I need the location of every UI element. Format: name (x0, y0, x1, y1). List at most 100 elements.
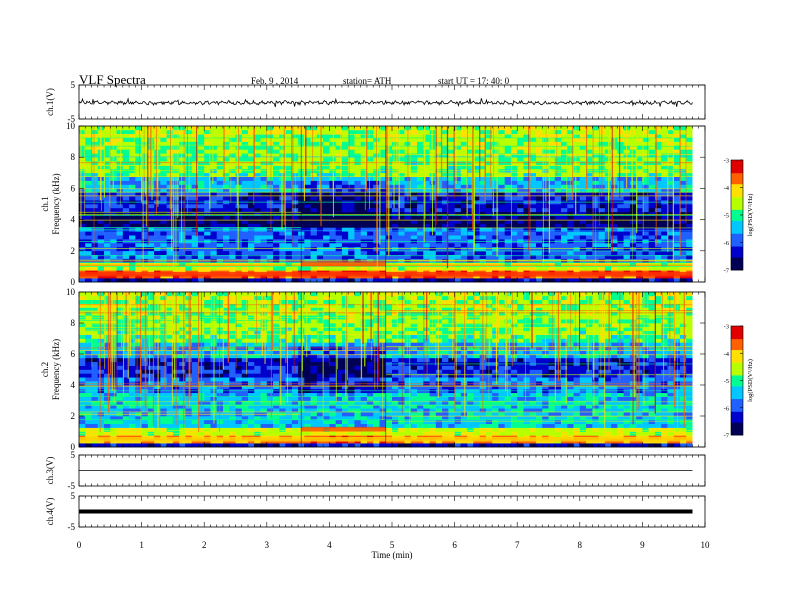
ch1-spectrogram-cell (129, 204, 136, 209)
ch1-spectrogram-cell (573, 126, 581, 131)
ch1-spectrogram-cell (329, 211, 336, 216)
ch2-spectrogram-cell (97, 338, 105, 343)
ch1-spectrogram-cell (654, 133, 662, 138)
ch1-spectrogram-cell (179, 176, 186, 181)
ch1-spectrogram-cell (291, 223, 299, 228)
ch1-spectrogram-cell (498, 137, 505, 142)
ch1-spectrogram-cell (316, 246, 324, 252)
ch1-spectrogram-cell (154, 204, 161, 209)
ch1-spectrogram-cell (291, 258, 299, 263)
ch1-spectrogram-cell (673, 204, 681, 209)
ch1-spectrogram-cell (467, 129, 474, 135)
ch1-spectrogram-cell (442, 145, 449, 150)
ch1-spectrogram-cell (642, 188, 649, 193)
ch1-spectrogram-cell (667, 192, 674, 197)
ch1-spectrogram-cell (141, 207, 149, 213)
ch2-spectrogram-cell (85, 427, 92, 432)
ch1-spectrogram-cell (85, 196, 92, 201)
ch1-spectrogram-cell (248, 126, 255, 131)
ch1-spectrogram-cell (535, 196, 543, 201)
ch1-spectrogram-cell (141, 278, 149, 283)
ch1-spectrogram-cell (479, 266, 487, 271)
ch1-spectrogram-cell (517, 184, 524, 189)
ch1-spectrogram-cell (197, 231, 205, 236)
ch1-spectrogram-cell (241, 223, 249, 228)
ch1-spectrogram-cell (222, 246, 230, 252)
ch1-spectrogram-cell (623, 243, 631, 248)
ch1-spectrogram-cell (473, 235, 480, 240)
ch2-spectrogram-cell (79, 295, 86, 301)
ch1-spectrogram-cell (517, 149, 524, 154)
ch1-spectrogram-cell (554, 149, 562, 154)
ch1-spectrogram-cell (273, 188, 280, 193)
ch1-spectrogram-cell (291, 262, 299, 267)
ch1-spectrogram-cell (122, 250, 130, 255)
ch2-spectrogram-cell (85, 334, 92, 339)
ch1-spectrogram-cell (648, 168, 656, 174)
ch1-spectrogram-colorbar-step (731, 259, 743, 262)
ch1-spectrogram-cell (335, 227, 343, 232)
ch1-spectrogram-cell (216, 176, 224, 181)
ch1-spectrogram-cell (586, 204, 593, 209)
ch1-spectrogram-cell (529, 188, 537, 193)
ch1-spectrogram-cell (166, 278, 174, 283)
ch1-spectrogram-cell (235, 196, 243, 201)
ch1-spectrogram-cell (485, 192, 493, 197)
ch1-spectrogram-cell (479, 161, 487, 166)
ch1-spectrogram-cell (542, 211, 549, 216)
ch1-spectrogram-cell (448, 192, 455, 197)
ch1-spectrogram-cell (160, 153, 167, 158)
ch1-spectrogram-cell (679, 196, 687, 201)
ch1-spectrogram-cell (410, 204, 418, 209)
ch2-spectrogram-cell (91, 357, 99, 363)
ch1-spectrogram-cell (222, 254, 230, 259)
ch1-spectrogram-cell (273, 235, 280, 240)
ch1-spectrogram-cell (567, 188, 574, 193)
ch1-spectrogram-cell (642, 129, 649, 135)
ch1-spectrogram-cell (273, 219, 280, 224)
ch1-spectrogram-cell (667, 161, 674, 166)
ch1-spectrogram-cell (579, 266, 587, 271)
ch1-spectrogram-cell (504, 215, 512, 220)
ch1-spectrogram-cell (310, 137, 318, 142)
ch1-spectrogram-cell (166, 207, 174, 213)
ch1-spectrogram-cell (129, 153, 136, 158)
ch1-spectrogram-cell (435, 192, 443, 197)
ch1-spectrogram-cell (260, 231, 268, 236)
ch1-spectrogram-cell (517, 207, 524, 213)
ch1-spectrogram-cell (579, 243, 587, 248)
ch1-spectrogram-cell (517, 145, 524, 150)
ch1-spectrogram-cell (442, 126, 449, 131)
ch1-spectrogram-cell (573, 207, 581, 213)
ch1-spectrogram-cell (235, 129, 243, 135)
ch1-spectrogram-cell (235, 180, 243, 185)
ch1-spectrogram-cell (686, 223, 693, 228)
ch2-spectrogram-cell (79, 299, 86, 304)
ch1-spectrogram-cell (310, 145, 318, 150)
ch2-spectrogram-cell (129, 377, 136, 382)
ch1-spectrogram-cell (185, 188, 192, 193)
ch1-spectrogram-colorbar-step (731, 200, 743, 203)
ch1-spectrogram-cell (204, 168, 211, 174)
ch1-spectrogram-cell (567, 207, 574, 213)
ch1-spectrogram-cell (310, 153, 318, 158)
ch1-spectrogram-cell (216, 266, 224, 271)
ch1-spectrogram-cell (310, 188, 318, 193)
ch1-spectrogram-cell (273, 184, 280, 189)
ch1-spectrogram-cell (366, 231, 374, 236)
ch1-spectrogram-cell (254, 278, 261, 283)
ch1-spectrogram-cell (654, 176, 662, 181)
ch1-spectrogram-cell (179, 165, 186, 170)
ch1-spectrogram-cell (567, 243, 574, 248)
ch1-spectrogram-cell (435, 223, 443, 228)
ch1-spectrogram-cell (248, 141, 255, 146)
ch1-spectrogram-cell (548, 266, 556, 271)
ch1-spectrogram-cell (517, 266, 524, 271)
ch1-spectrogram-cell (79, 129, 86, 135)
ch1-spectrogram-cell (392, 246, 399, 252)
ch1-spectrogram-cell (135, 188, 142, 193)
ch1-spectrogram-cell (410, 126, 418, 131)
ch1-spectrogram-cell (548, 196, 556, 201)
ch2-spectrogram-cell (85, 381, 92, 386)
ch1-waveform-frame (78, 84, 706, 120)
